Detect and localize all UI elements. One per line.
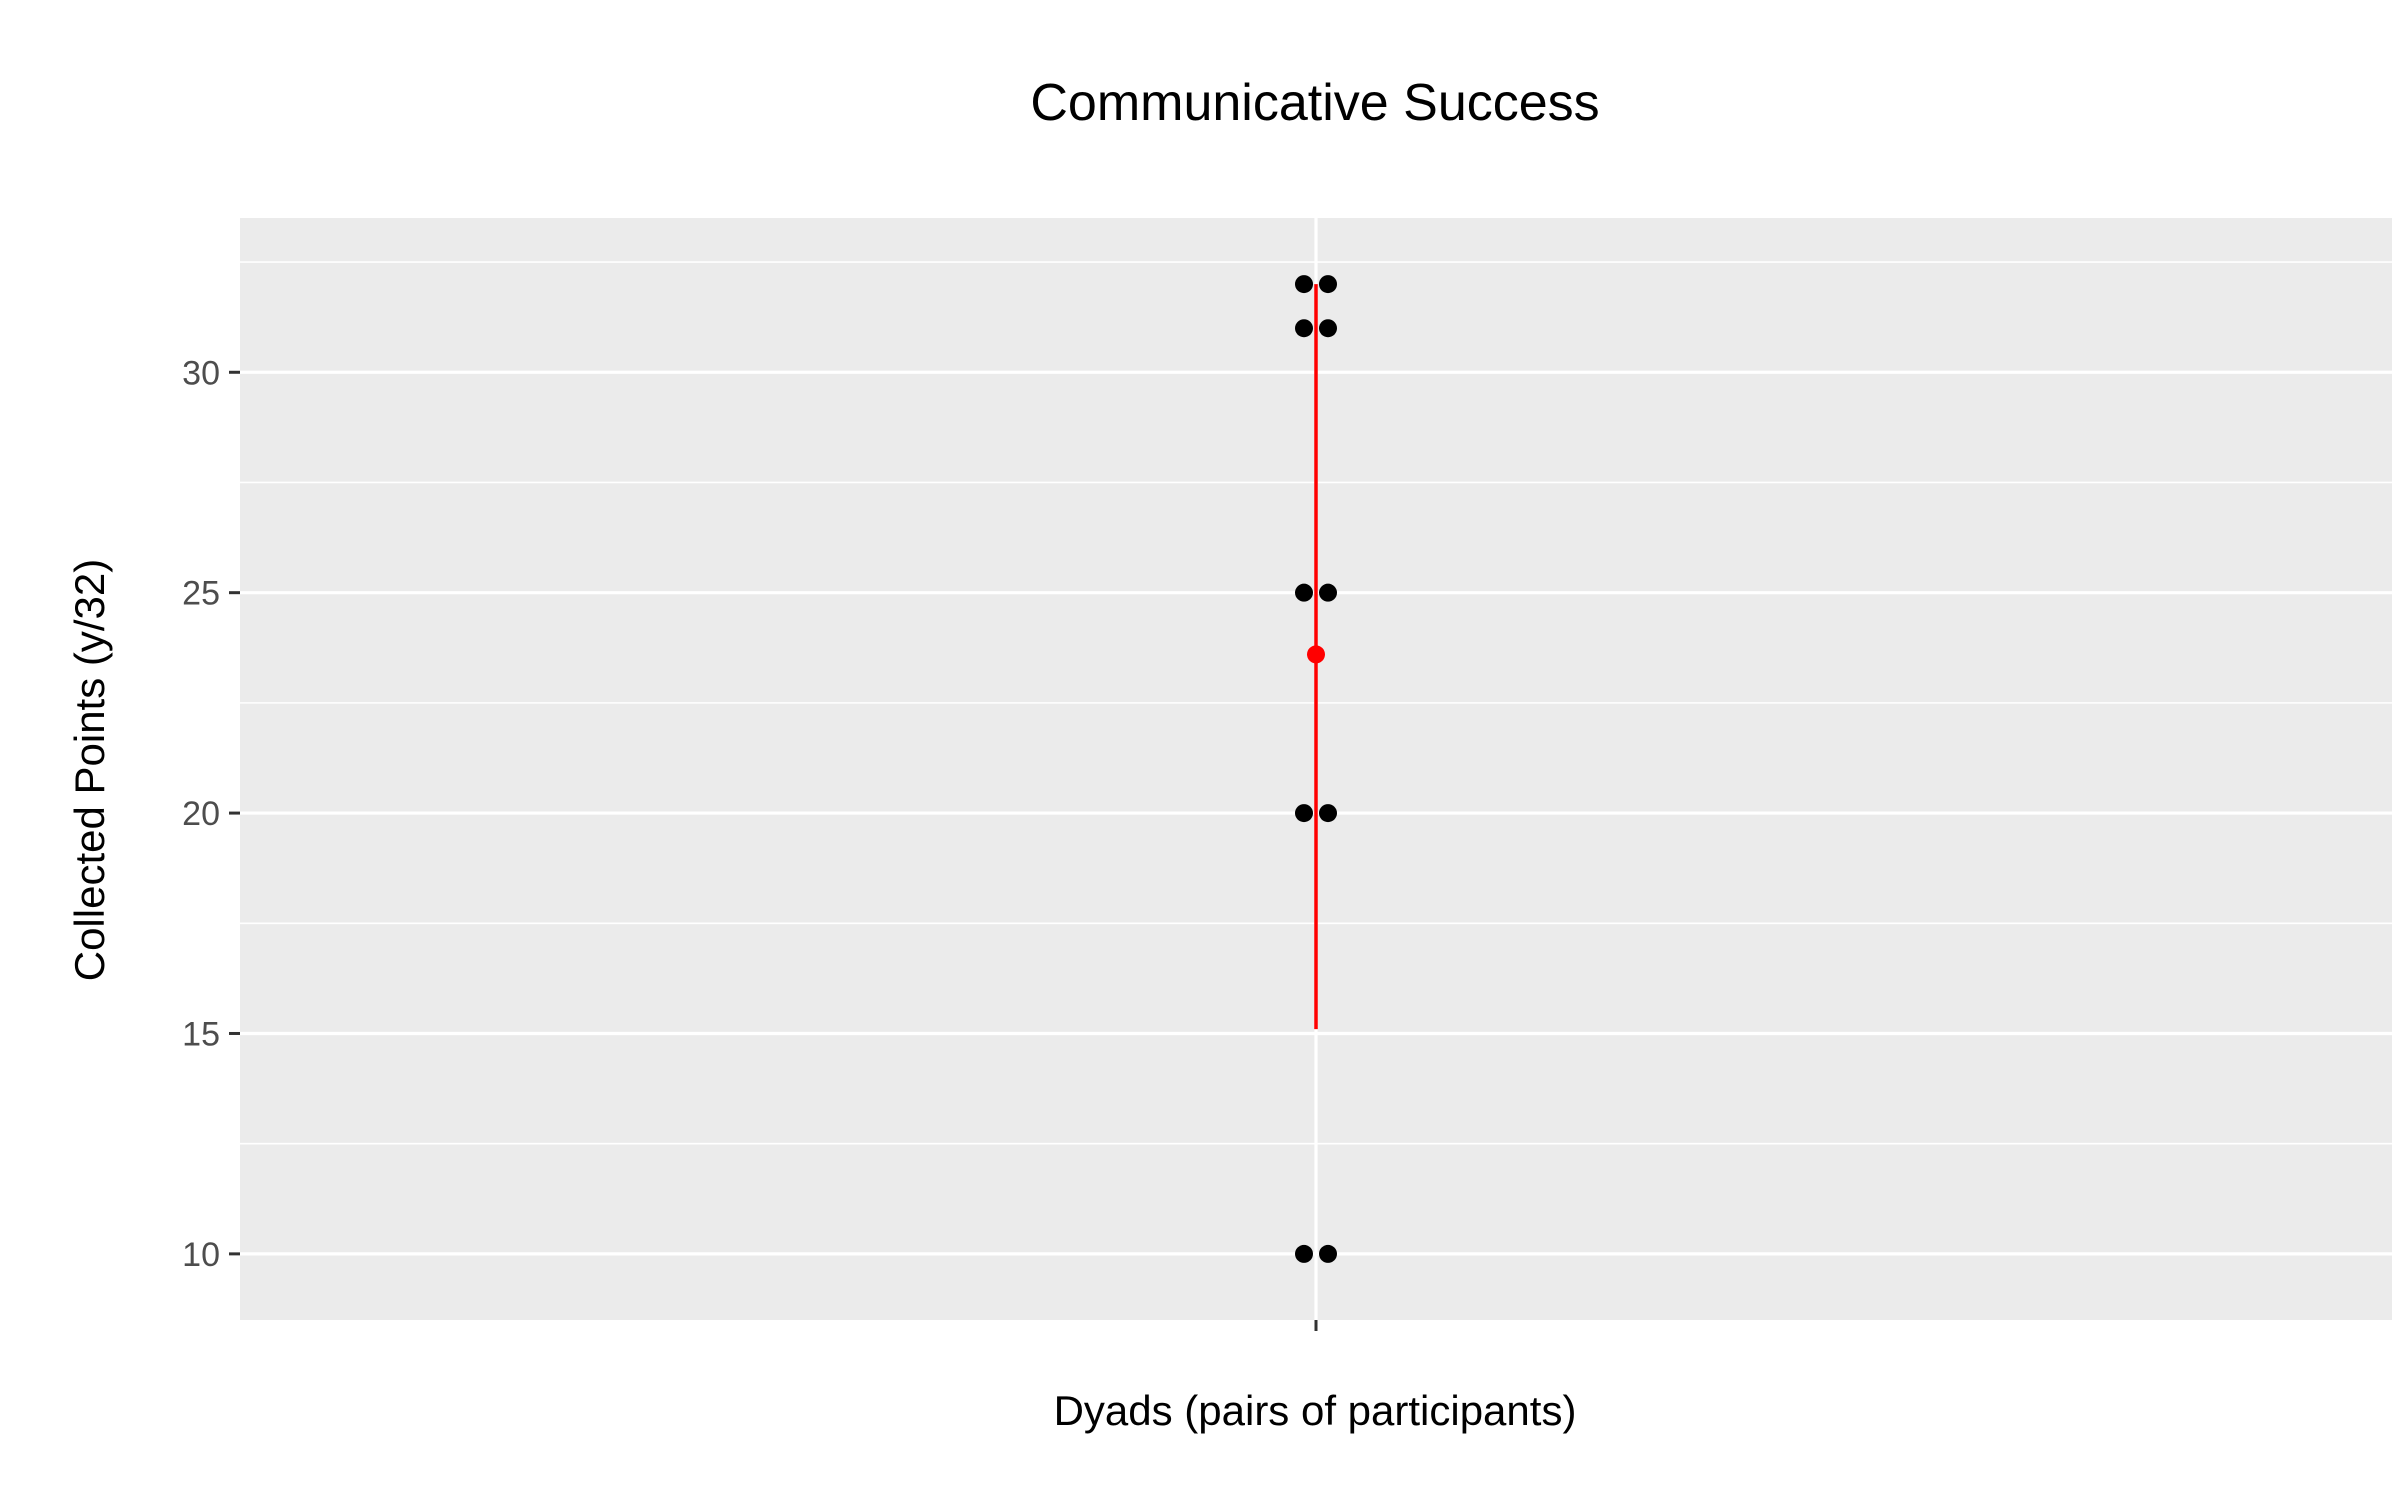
y-axis-title: Collected Points (y/32) (66, 559, 113, 982)
x-axis-title: Dyads (pairs of participants) (1054, 1387, 1577, 1434)
chart-title: Communicative Success (1030, 74, 1599, 132)
data-point (1295, 583, 1313, 602)
data-point (1295, 804, 1313, 823)
data-point (1319, 275, 1337, 294)
data-marks (1295, 275, 1337, 1263)
data-point (1319, 583, 1337, 602)
data-point (1295, 319, 1313, 338)
y-tick-label: 10 (182, 1236, 220, 1274)
data-point (1319, 1244, 1337, 1263)
y-tick-label: 25 (182, 575, 220, 613)
data-point (1295, 275, 1313, 294)
y-tick-label: 20 (182, 795, 220, 833)
data-point (1295, 1244, 1313, 1263)
y-tick-label: 30 (182, 354, 220, 392)
y-tick-label: 15 (182, 1015, 220, 1053)
mean-point (1307, 645, 1325, 664)
data-point (1319, 319, 1337, 338)
axes: 10 15 20 25 30 (182, 354, 1318, 1331)
data-point (1319, 804, 1337, 823)
